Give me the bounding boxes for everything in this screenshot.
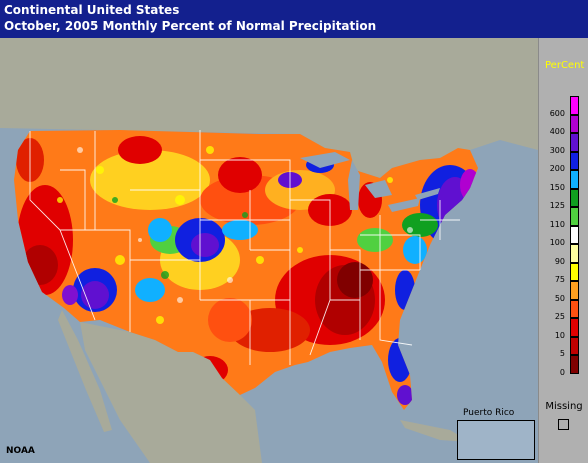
- legend-tick-label: 100: [549, 238, 565, 247]
- title-bar: Continental United States October, 2005 …: [0, 0, 588, 38]
- legend-tick-label: 5: [559, 349, 565, 358]
- cuba-island: [400, 420, 470, 442]
- legend-swatch: [570, 96, 579, 115]
- legend-swatch: [570, 207, 579, 226]
- legend-swatch: [570, 318, 579, 337]
- legend-swatch: [570, 114, 579, 133]
- legend-swatch: [570, 188, 579, 207]
- legend-tick-label: 600: [549, 108, 565, 118]
- legend-swatch: [570, 225, 579, 244]
- legend-tick-label: 25: [554, 312, 565, 321]
- legend-title: PerCent: [545, 60, 585, 71]
- legend-swatch: [570, 262, 579, 281]
- canada-landmass: [0, 38, 538, 178]
- legend-swatch: [570, 281, 579, 300]
- inset-label: Puerto Rico: [463, 408, 515, 418]
- legend-tick-label: 150: [549, 182, 565, 192]
- legend-tick-label: 90: [554, 256, 565, 266]
- great-lakes: [300, 152, 440, 212]
- legend-panel: PerCent 600 400 300 200 150 125 110 100 90 75 50 25…: [538, 38, 588, 463]
- map-subtitle: October, 2005 Monthly Percent of Normal …: [4, 19, 377, 33]
- legend-swatch: [570, 133, 579, 152]
- legend-swatch: [570, 299, 579, 318]
- legend-tick-label: 110: [549, 219, 565, 229]
- credit-label: NOAA: [6, 446, 35, 456]
- legend-tick-label: 75: [554, 275, 565, 284]
- legend-tick-label: 400: [549, 127, 565, 136]
- legend-swatch: [570, 355, 579, 374]
- missing-label: Missing: [545, 401, 583, 412]
- state-boundaries: [29, 130, 460, 365]
- missing-swatch: [558, 419, 569, 430]
- legend-tick-label: 0: [559, 367, 565, 377]
- legend-swatch: [570, 151, 579, 170]
- legend-tick-label: 50: [554, 293, 565, 303]
- legend-swatch: [570, 170, 579, 189]
- precipitation-map: [0, 38, 538, 463]
- legend-swatch: [570, 244, 579, 263]
- map-title: Continental United States: [4, 3, 180, 17]
- legend-swatch: [570, 336, 579, 355]
- legend-tick-label: 125: [549, 201, 565, 210]
- legend-tick-label: 10: [554, 330, 565, 340]
- legend-tick-label: 300: [549, 145, 565, 155]
- puerto-rico-inset-frame: [457, 420, 535, 460]
- baja-peninsula: [58, 310, 112, 432]
- mexico-landmass: [80, 322, 262, 463]
- legend-tick-label: 200: [549, 164, 565, 173]
